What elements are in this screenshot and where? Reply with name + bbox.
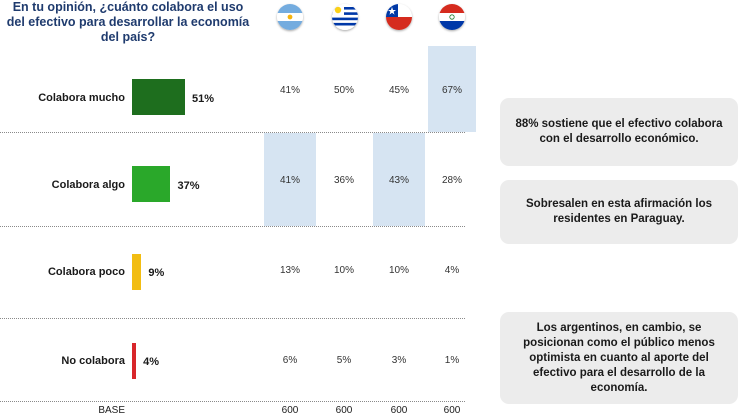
category-label: Colabora poco — [47, 266, 125, 278]
table-cell: 50% — [333, 85, 354, 96]
table-cell: 36% — [333, 175, 354, 186]
table-cell: 28% — [441, 175, 462, 186]
category-label: Colabora algo — [51, 179, 125, 191]
chile-flag-icon — [386, 4, 412, 30]
bar-colabora-algo — [132, 166, 171, 202]
base-value: 600 — [335, 405, 353, 416]
bar-value-label: 37% — [177, 180, 200, 192]
category-label: No colabora — [61, 355, 125, 367]
question-title: En tu opinión, ¿cuánto colabora el uso d… — [6, 0, 250, 44]
bar-colabora-mucho — [132, 79, 186, 115]
row-separator — [0, 401, 465, 402]
table-cell: 41% — [279, 175, 300, 186]
table-cell: 43% — [388, 175, 409, 186]
row-separator — [0, 226, 465, 227]
table-cell: 13% — [279, 265, 300, 276]
table-cell: 10% — [388, 265, 409, 276]
row-separator — [0, 132, 465, 133]
base-label: BASE — [98, 405, 125, 416]
table-cell: 67% — [441, 85, 462, 96]
insight-note: 88% sostiene que el efectivo colabora co… — [500, 98, 738, 166]
base-value: 600 — [390, 405, 408, 416]
row-separator — [0, 318, 465, 319]
uruguay-flag-icon — [332, 4, 358, 30]
table-cell: 41% — [279, 85, 300, 96]
table-cell: 5% — [336, 355, 352, 366]
table-cell: 45% — [388, 85, 409, 96]
table-cell: 1% — [444, 355, 460, 366]
bar-value-label: 9% — [148, 267, 165, 279]
bar-colabora-poco — [132, 254, 142, 290]
argentina-flag-icon — [277, 4, 303, 30]
base-value: 600 — [443, 405, 461, 416]
table-cell: 3% — [391, 355, 407, 366]
highlight-argentina-algo — [264, 133, 316, 226]
category-label: Colabora mucho — [38, 92, 125, 104]
bar-value-label: 4% — [143, 356, 160, 368]
highlight-paraguay-mucho — [428, 46, 476, 132]
base-value: 600 — [281, 405, 299, 416]
table-cell: 4% — [444, 265, 460, 276]
insight-note: Sobresalen en esta afirmación los reside… — [500, 180, 738, 244]
bar-value-label: 51% — [192, 93, 215, 105]
bar-no-colabora — [132, 343, 137, 379]
highlight-chile-algo — [373, 133, 425, 226]
insight-note: Los argentinos, en cambio, se posicionan… — [500, 312, 738, 404]
paraguay-flag-icon — [439, 4, 465, 30]
table-cell: 10% — [333, 265, 354, 276]
table-cell: 6% — [282, 355, 298, 366]
